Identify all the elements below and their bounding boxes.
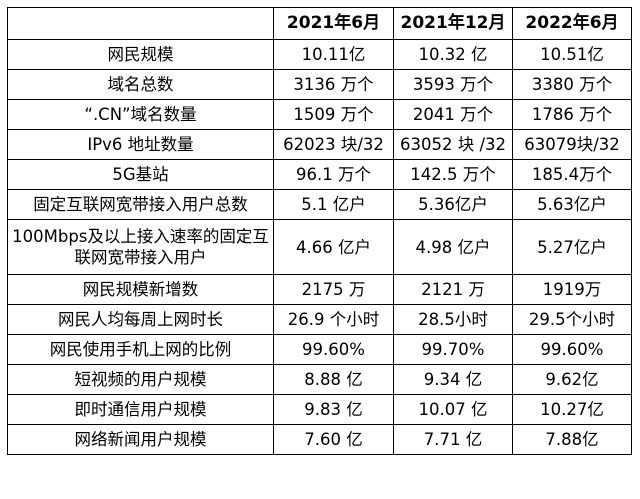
row-label: 固定互联网宽带接入用户总数 xyxy=(7,189,274,220)
table-row: 网民人均每周上网时长 26.9 个小时 28.5小时 29.5个小时 xyxy=(7,304,632,335)
value-cell: 99.60% xyxy=(512,334,632,365)
table-row: 固定互联网宽带接入用户总数 5.1 亿户 5.36亿户 5.63亿户 xyxy=(7,189,632,220)
value-cell: 1509 万个 xyxy=(273,99,394,130)
value-cell: 9.83 亿 xyxy=(273,394,394,425)
row-label: 短视频的用户规模 xyxy=(7,364,274,395)
value-cell: 3593 万个 xyxy=(393,69,513,100)
value-cell: 2175 万 xyxy=(273,274,394,305)
row-label: 网络新闻用户规模 xyxy=(7,424,274,455)
value-cell: 185.4万个 xyxy=(512,159,632,190)
value-cell: 4.98 亿户 xyxy=(393,219,513,275)
value-cell: 10.51亿 xyxy=(512,39,632,70)
value-cell: 5.1 亿户 xyxy=(273,189,394,220)
header-2021-06: 2021年6月 xyxy=(273,7,394,40)
table-row: “.CN”域名数量 1509 万个 2041 万个 1786 万个 xyxy=(7,99,632,130)
table-row: 网络新闻用户规模 7.60 亿 7.71 亿 7.88亿 xyxy=(7,424,632,455)
internet-statistics-table: 2021年6月 2021年12月 2022年6月 网民规模 10.11亿 10.… xyxy=(7,7,632,455)
value-cell: 8.88 亿 xyxy=(273,364,394,395)
value-cell: 63052 块 /32 xyxy=(393,129,513,160)
value-cell: 9.34 亿 xyxy=(393,364,513,395)
value-cell: 10.32 亿 xyxy=(393,39,513,70)
value-cell: 96.1 万个 xyxy=(273,159,394,190)
value-cell: 1786 万个 xyxy=(512,99,632,130)
value-cell: 62023 块/32 xyxy=(273,129,394,160)
statistics-table-container: 2021年6月 2021年12月 2022年6月 网民规模 10.11亿 10.… xyxy=(7,7,632,455)
header-row: 2021年6月 2021年12月 2022年6月 xyxy=(7,7,632,40)
table-row: 网民使用手机上网的比例 99.60% 99.70% 99.60% xyxy=(7,334,632,365)
table-row: 100Mbps及以上接入速率的固定互联网宽带接入用户 4.66 亿户 4.98 … xyxy=(7,219,632,275)
value-cell: 28.5小时 xyxy=(393,304,513,335)
value-cell: 10.07 亿 xyxy=(393,394,513,425)
value-cell: 26.9 个小时 xyxy=(273,304,394,335)
row-label: IPv6 地址数量 xyxy=(7,129,274,160)
value-cell: 5.36亿户 xyxy=(393,189,513,220)
table-row: 网民规模 10.11亿 10.32 亿 10.51亿 xyxy=(7,39,632,70)
value-cell: 99.60% xyxy=(273,334,394,365)
row-label: 100Mbps及以上接入速率的固定互联网宽带接入用户 xyxy=(7,219,274,275)
value-cell: 142.5 万个 xyxy=(393,159,513,190)
row-label: 网民使用手机上网的比例 xyxy=(7,334,274,365)
value-cell: 63079块/32 xyxy=(512,129,632,160)
row-label: 网民规模 xyxy=(7,39,274,70)
header-2021-12: 2021年12月 xyxy=(393,7,513,40)
value-cell: 2041 万个 xyxy=(393,99,513,130)
value-cell: 5.63亿户 xyxy=(512,189,632,220)
row-label: 域名总数 xyxy=(7,69,274,100)
value-cell: 2121 万 xyxy=(393,274,513,305)
value-cell: 5.27亿户 xyxy=(512,219,632,275)
header-corner-cell xyxy=(7,7,274,40)
table-row: 即时通信用户规模 9.83 亿 10.07 亿 10.27亿 xyxy=(7,394,632,425)
table-row: IPv6 地址数量 62023 块/32 63052 块 /32 63079块/… xyxy=(7,129,632,160)
value-cell: 7.88亿 xyxy=(512,424,632,455)
value-cell: 4.66 亿户 xyxy=(273,219,394,275)
table-row: 5G基站 96.1 万个 142.5 万个 185.4万个 xyxy=(7,159,632,190)
value-cell: 29.5个小时 xyxy=(512,304,632,335)
value-cell: 3136 万个 xyxy=(273,69,394,100)
value-cell: 1919万 xyxy=(512,274,632,305)
row-label: 网民人均每周上网时长 xyxy=(7,304,274,335)
value-cell: 3380 万个 xyxy=(512,69,632,100)
value-cell: 9.62亿 xyxy=(512,364,632,395)
row-label: 网民规模新增数 xyxy=(7,274,274,305)
value-cell: 7.60 亿 xyxy=(273,424,394,455)
row-label: 5G基站 xyxy=(7,159,274,190)
row-label: “.CN”域名数量 xyxy=(7,99,274,130)
value-cell: 7.71 亿 xyxy=(393,424,513,455)
header-2022-06: 2022年6月 xyxy=(512,7,632,40)
table-row: 网民规模新增数 2175 万 2121 万 1919万 xyxy=(7,274,632,305)
table-row: 短视频的用户规模 8.88 亿 9.34 亿 9.62亿 xyxy=(7,364,632,395)
table-row: 域名总数 3136 万个 3593 万个 3380 万个 xyxy=(7,69,632,100)
value-cell: 10.11亿 xyxy=(273,39,394,70)
value-cell: 10.27亿 xyxy=(512,394,632,425)
value-cell: 99.70% xyxy=(393,334,513,365)
row-label: 即时通信用户规模 xyxy=(7,394,274,425)
